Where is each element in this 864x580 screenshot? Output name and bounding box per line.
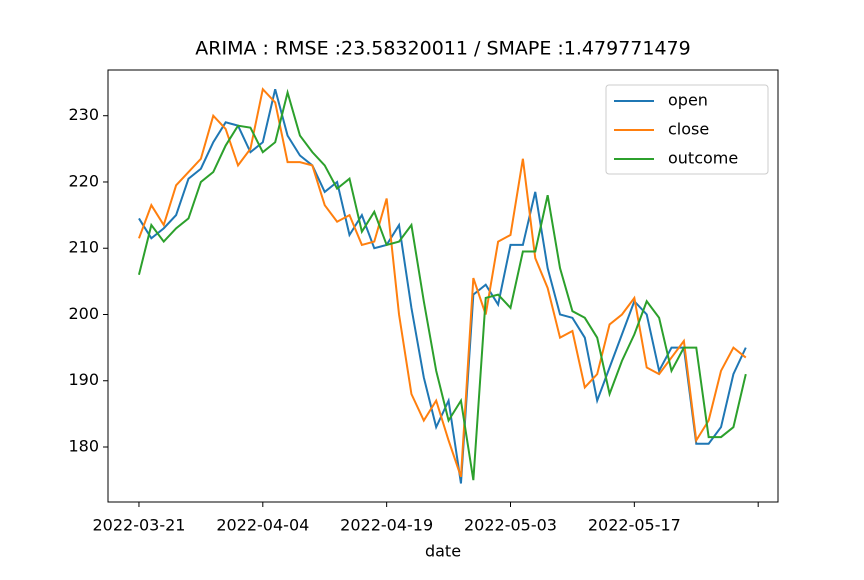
y-tick-label: 200 <box>68 304 99 323</box>
y-tick-label: 180 <box>68 437 99 456</box>
y-tick-label: 230 <box>68 105 99 124</box>
line-series <box>138 87 747 478</box>
y-tick-label: 210 <box>68 238 99 257</box>
line-series <box>137 88 747 481</box>
legend-label: close <box>668 120 709 139</box>
line-series <box>138 88 747 484</box>
x-axis-label: date <box>425 542 461 561</box>
x-tick-label: 2022-04-04 <box>216 516 309 535</box>
x-tick-label: 2022-05-03 <box>464 516 557 535</box>
plot-frame <box>107 69 779 503</box>
x-tick-label: 2022-05-17 <box>588 516 681 535</box>
legend-label: outcome <box>668 149 738 168</box>
y-tick-label: 190 <box>68 370 99 389</box>
legend-label: open <box>668 91 708 110</box>
x-tick-label: 2022-03-21 <box>92 516 185 535</box>
y-tick-label: 220 <box>68 171 99 190</box>
legend-box <box>605 84 769 175</box>
chart-title: ARIMA : RMSE :23.58320011 / SMAPE :1.479… <box>195 38 690 60</box>
x-tick-label: 2022-04-19 <box>340 516 433 535</box>
